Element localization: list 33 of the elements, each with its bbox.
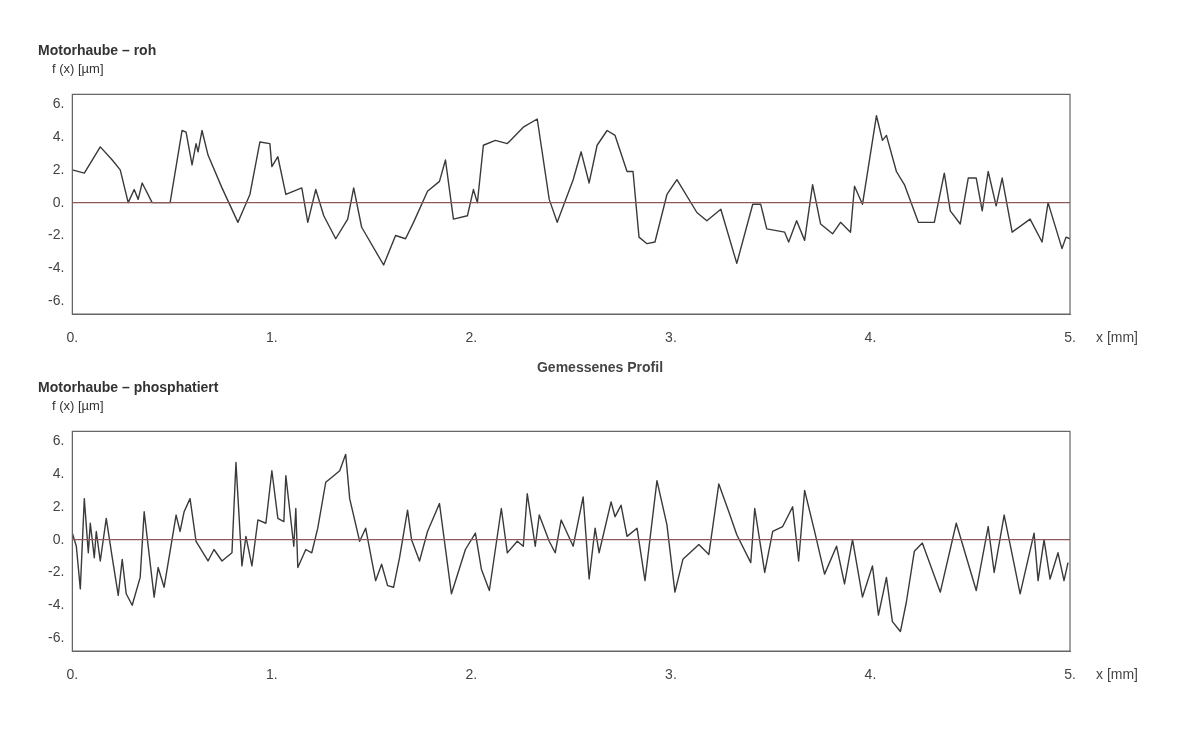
x-tick-label: 4. bbox=[864, 666, 877, 683]
x-tick-label: 1. bbox=[266, 329, 278, 346]
y-tick-label: -4. bbox=[47, 259, 65, 276]
x-tick-label: 0. bbox=[66, 329, 79, 346]
y-tick-label: -2. bbox=[47, 226, 65, 243]
x-tick-label: 2. bbox=[465, 666, 478, 683]
chart-title: Motorhaube – phosphatiert bbox=[38, 378, 220, 397]
y-tick-label: 6. bbox=[52, 432, 65, 449]
y-tick-label: 2. bbox=[52, 497, 65, 514]
x-tick-label: 0. bbox=[66, 666, 79, 683]
x-axis-title: x [mm] bbox=[1096, 666, 1138, 683]
x-axis-title: x [mm] bbox=[1096, 329, 1138, 346]
x-tick-label: 3. bbox=[665, 329, 677, 346]
y-tick-label: -2. bbox=[47, 563, 65, 580]
x-tick-label: 2. bbox=[465, 329, 478, 346]
y-tick-label: 6. bbox=[52, 95, 65, 112]
y-tick-label: 0. bbox=[52, 530, 65, 547]
y-tick-label: -6. bbox=[47, 628, 65, 645]
y-tick-label: 4. bbox=[52, 464, 65, 481]
y-tick-label: 2. bbox=[52, 160, 65, 177]
x-tick-label: 5. bbox=[1064, 329, 1076, 346]
x-tick-label: 3. bbox=[665, 666, 677, 683]
y-tick-label: -4. bbox=[47, 596, 65, 613]
x-tick-label: 1. bbox=[266, 666, 278, 683]
chart-title: Motorhaube – roh bbox=[38, 41, 158, 60]
x-tick-label: 4. bbox=[864, 329, 877, 346]
y-axis-title: f (x) [µm] bbox=[52, 60, 105, 78]
y-tick-label: -6. bbox=[47, 291, 65, 308]
y-axis-title: f (x) [µm] bbox=[52, 397, 105, 415]
text: Gemessenes Profil bbox=[535, 359, 665, 377]
y-tick-label: 0. bbox=[52, 193, 65, 210]
y-tick-label: 4. bbox=[52, 127, 65, 144]
x-tick-label: 5. bbox=[1064, 666, 1076, 683]
